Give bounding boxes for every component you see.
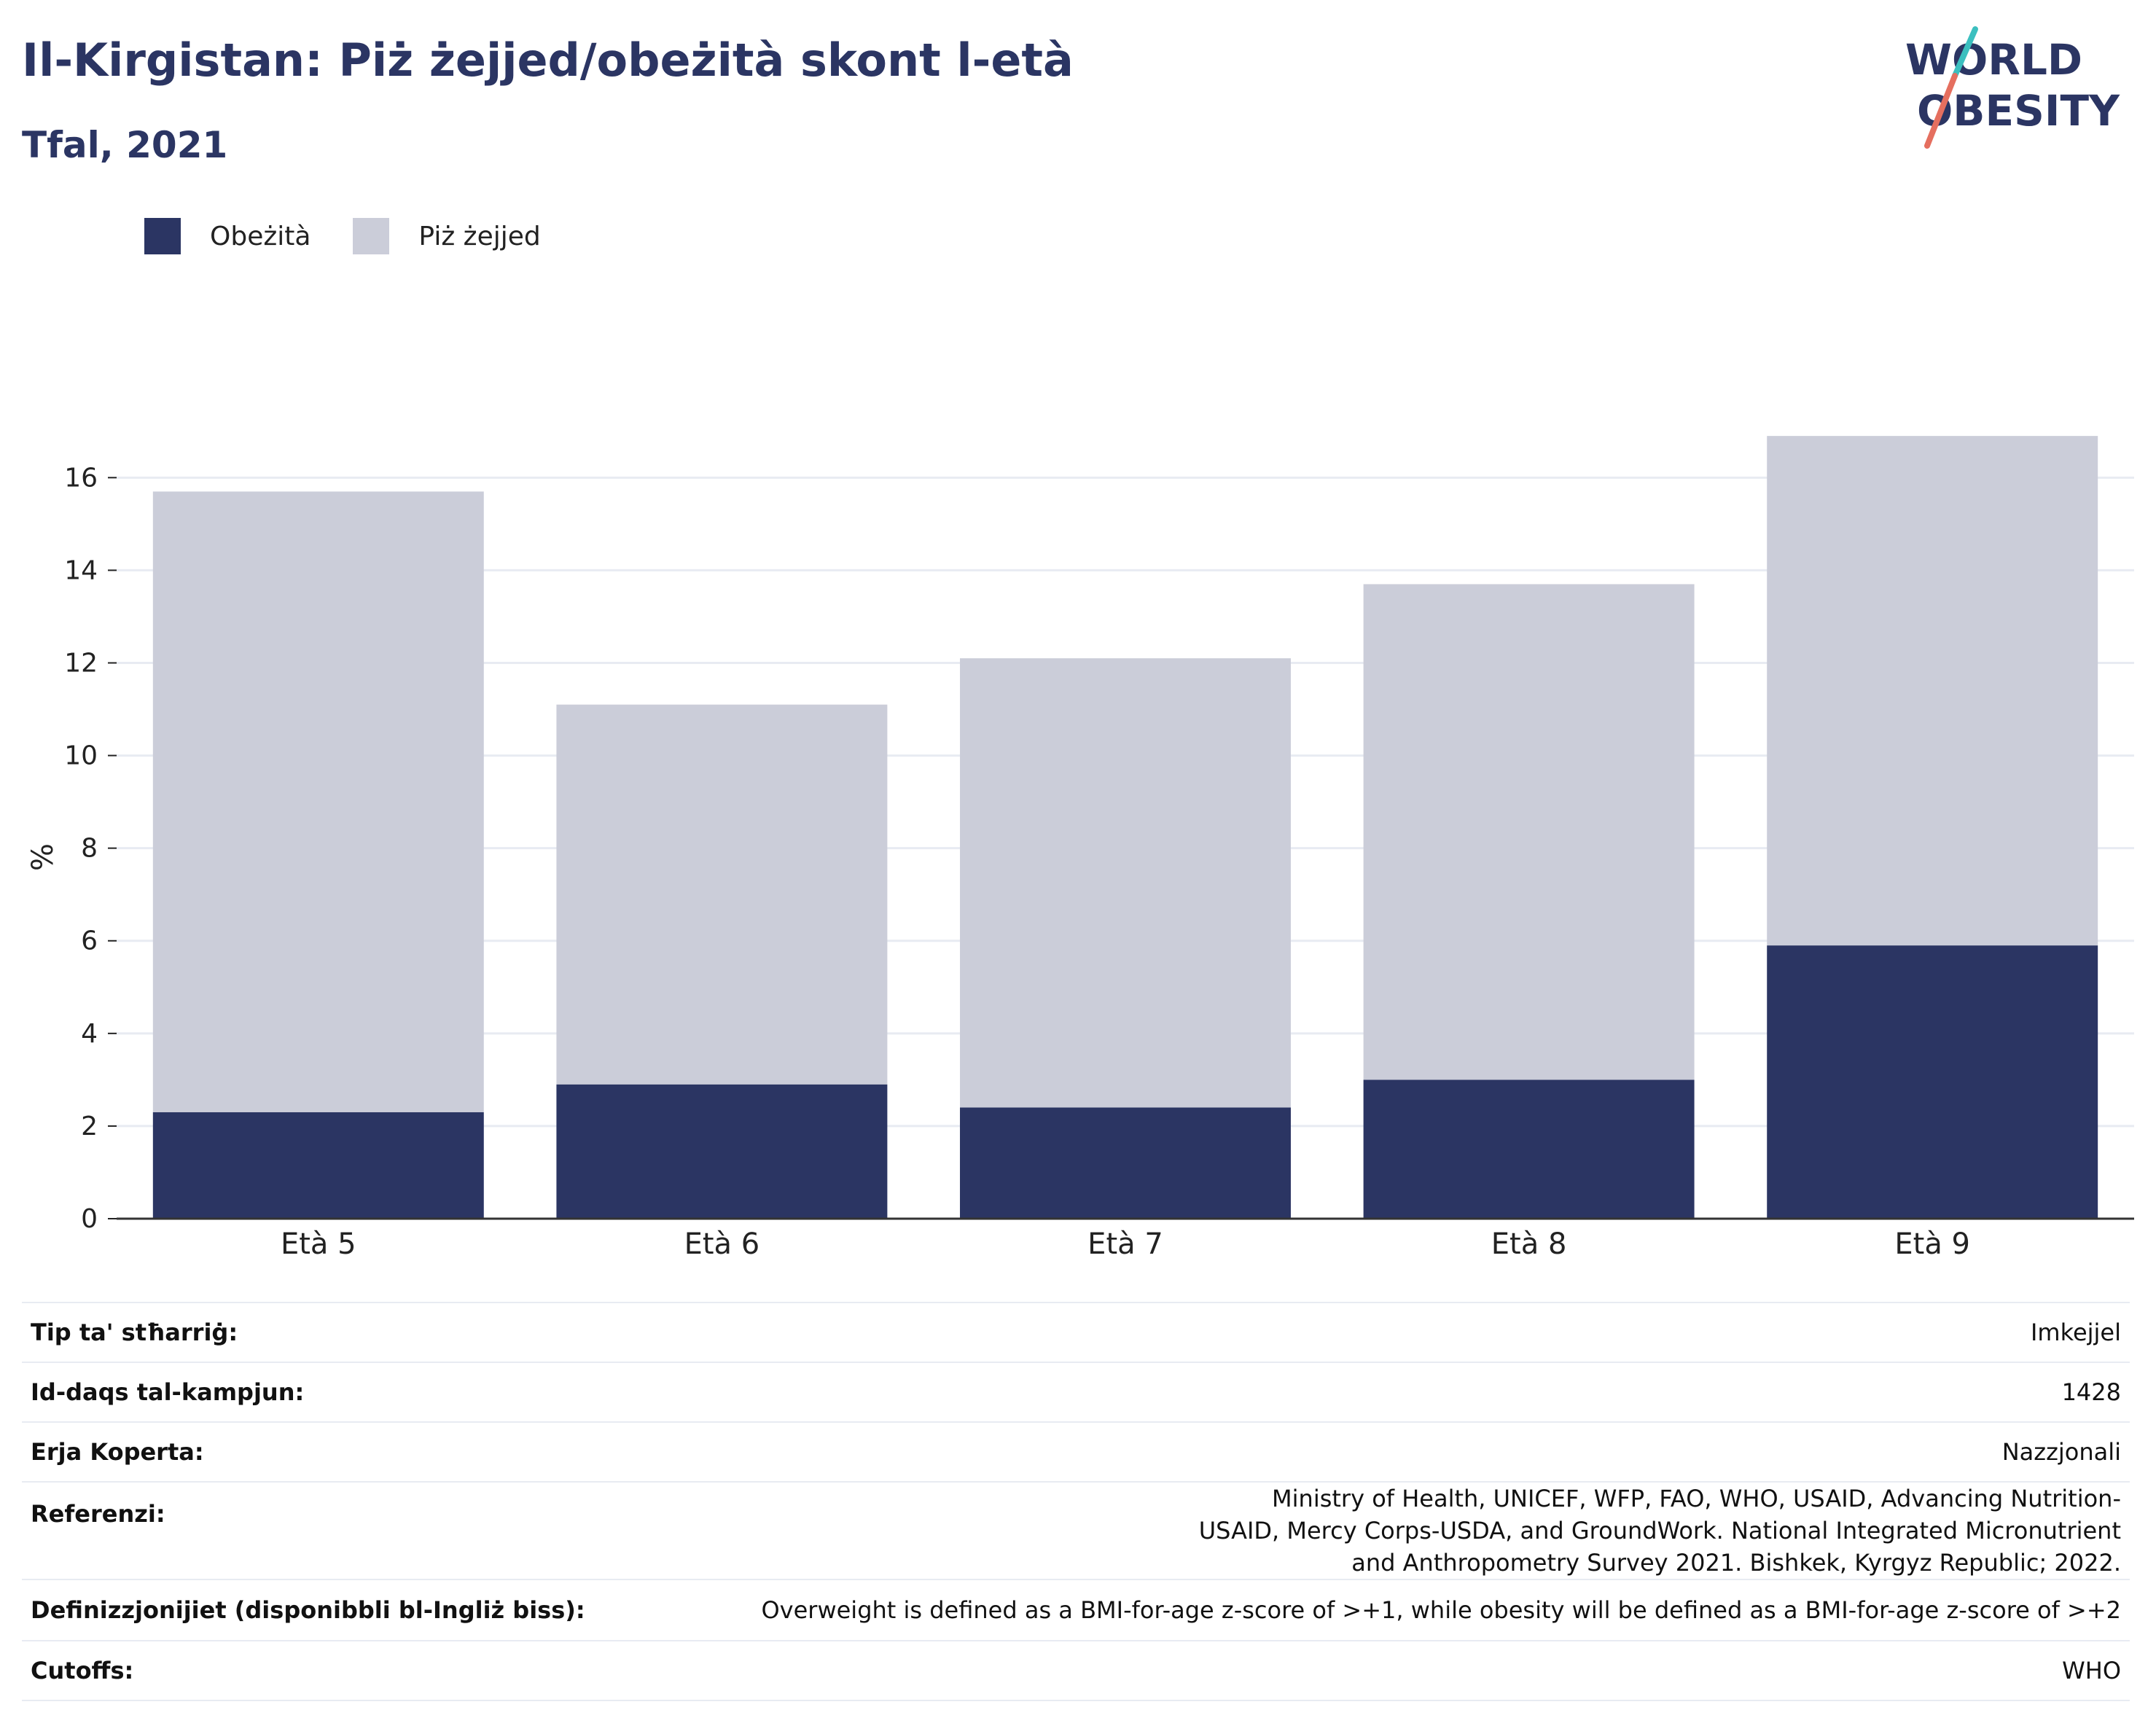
meta-row-sample-size: Id-daqs tal-kampjun: 1428 [22,1362,2130,1422]
logo-slash-coral [1924,73,1958,149]
bar-obesity [556,1084,888,1219]
x-tick-label: Età 7 [1087,1227,1163,1261]
meta-value: Nazzjonali [2001,1438,2121,1466]
bar-overweight [152,491,484,1112]
meta-value: Overweight is defined as a BMI-for-age z… [761,1596,2121,1624]
logo-text-world: WORLD [1905,35,2082,85]
meta-key: Referenzi: [31,1500,165,1528]
y-tick-label: 0 [81,1204,98,1234]
chart-title: Il-Kirgistan: Piż żejjed/obeżità skont l… [22,34,1074,87]
bar-obesity [1363,1079,1695,1219]
logo-text-obesity: OBESITY [1917,86,2120,136]
meta-row-survey-type: Tip ta' stħarriġ: Imkejjel [22,1303,2130,1362]
y-axis-title: % [26,843,60,871]
y-tick-label: 2 [81,1112,98,1141]
y-tick-label: 16 [64,463,98,493]
meta-row-cutoffs: Cutoffs: WHO [22,1641,2130,1700]
legend-item-overweight: Piż żejjed [353,218,541,254]
x-tick-label: Età 8 [1491,1227,1567,1261]
y-tick-label: 12 [64,648,98,678]
meta-key: Definizzjonijiet (disponibbli bl-Ingliż … [31,1596,585,1624]
meta-key: Cutoffs: [31,1657,134,1684]
stacked-bar-chart: 0 2 4 6 8 10 12 14 16% Età 5 Età 6 Età 7 Età 8 Età 9 [26,436,2134,1261]
y-tick-label: 8 [81,834,98,864]
bar-overweight [556,704,888,1085]
chart-subtitle: Tfal, 2021 [22,124,228,166]
metadata-table: Tip ta' stħarriġ: Imkejjel Id-daqs tal-k… [22,1302,2130,1701]
bar-overweight [1767,436,2098,946]
x-tick-label: Età 6 [684,1227,760,1261]
meta-value: WHO [2062,1657,2121,1684]
meta-row-definitions: Definizzjonijiet (disponibbli bl-Ingliż … [22,1579,2130,1641]
bar-obesity [1767,945,2098,1219]
legend-label-obesity: Obeżità [210,221,311,251]
bar-obesity [152,1112,484,1219]
meta-value: 1428 [2061,1378,2121,1406]
y-tick-label: 14 [64,555,98,585]
x-tick-label: Età 9 [1894,1227,1970,1261]
meta-key: Erja Koperta: [31,1438,204,1466]
meta-value: Imkejjel [2030,1319,2121,1346]
meta-row-references: Referenzi: Ministry of Health, UNICEF, W… [22,1482,2130,1579]
y-tick-label: 10 [64,741,98,771]
bar-overweight [960,658,1291,1108]
logo-slash-teal [1952,26,1978,79]
bar-overweight [1363,584,1695,1080]
meta-key: Id-daqs tal-kampjun: [31,1378,305,1406]
y-tick-label: 4 [81,1019,98,1049]
meta-row-area-covered: Erja Koperta: Nazzjonali [22,1422,2130,1482]
y-tick-label: 6 [81,926,98,956]
world-obesity-logo: WORLD OBESITY [1905,26,2120,149]
legend-item-obesity: Obeżità [144,218,310,254]
meta-key: Tip ta' stħarriġ: [31,1319,238,1346]
legend-swatch-obesity [144,218,181,254]
x-tick-label: Età 5 [281,1227,356,1261]
legend-swatch-overweight [353,218,390,254]
meta-value: Ministry of Health, UNICEF, WFP, FAO, WH… [1198,1485,2121,1577]
bar-obesity [960,1107,1291,1219]
legend-label-overweight: Piż żejjed [418,221,541,251]
chart-legend: Obeżità Piż żejjed [144,217,583,255]
